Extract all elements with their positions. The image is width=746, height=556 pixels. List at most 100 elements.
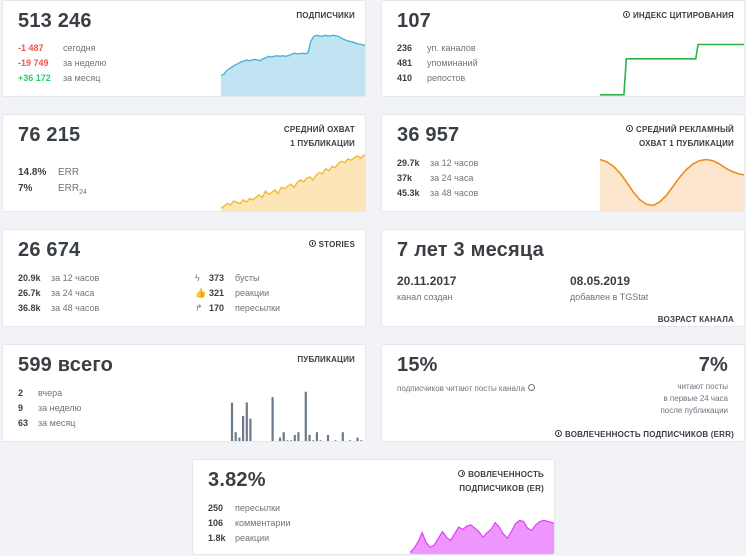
subscribers-caption: ПОДПИСЧИКИ bbox=[296, 11, 355, 20]
chart-area bbox=[600, 159, 744, 211]
info-icon[interactable] bbox=[622, 11, 630, 18]
reach-caption: СРЕДНИЙ ОХВАТ 1 ПУБЛИКАЦИИ bbox=[283, 125, 355, 148]
ad-reach-curve-chart bbox=[600, 158, 744, 211]
err-row: 14.8% ERR bbox=[18, 167, 80, 178]
publication-bar[interactable] bbox=[315, 432, 318, 442]
publication-bar[interactable] bbox=[234, 432, 237, 442]
err24-row: 7% ERR24 bbox=[18, 183, 87, 196]
engagement-err-card[interactable]: 15% подписчиков читают посты канала 7% ч… bbox=[381, 344, 745, 442]
publication-bar[interactable] bbox=[334, 440, 337, 442]
publications-card[interactable]: 599 всего ПУБЛИКАЦИИ 2 вчера 9 за неделю 6… bbox=[2, 344, 366, 442]
channel-age-caption: ВОЗРАСТ КАНАЛА bbox=[657, 315, 734, 324]
reach-area-chart bbox=[221, 154, 365, 211]
stat-row: 1.8k реакции bbox=[208, 533, 270, 543]
publication-bar[interactable] bbox=[271, 397, 274, 442]
chart-area bbox=[221, 155, 365, 211]
stat-row: 👍 321 реакции bbox=[195, 286, 269, 301]
publication-bar[interactable] bbox=[326, 434, 330, 442]
stat-row: +36 172 за месяц bbox=[18, 73, 101, 83]
stat-row: 250 пересылки bbox=[208, 503, 281, 513]
stat-row: 106 комментарии bbox=[208, 518, 291, 528]
publications-caption: ПУБЛИКАЦИИ bbox=[297, 355, 355, 364]
engagement-percent: 15% bbox=[397, 354, 438, 376]
engagement-caption: ВОВЛЕЧЕННОСТЬ ПОДПИСЧИКОВ (ERR) bbox=[554, 428, 734, 441]
stat-row: 410 репостов bbox=[397, 73, 466, 83]
publication-bar[interactable] bbox=[242, 416, 245, 442]
publication-bar[interactable] bbox=[341, 432, 344, 442]
publication-bar[interactable] bbox=[249, 418, 252, 442]
reach-value: 76 215 bbox=[18, 124, 81, 146]
channel-age-card[interactable]: 7 лет 3 месяца 20.11.2017 канал создан 0… bbox=[381, 229, 745, 327]
stat-row: 36.8k за 48 часов bbox=[18, 303, 100, 313]
citation-index: 107 bbox=[397, 10, 431, 32]
stat-row: 2 вчера bbox=[18, 388, 63, 398]
publication-bar[interactable] bbox=[286, 440, 289, 442]
subscribers-count: 513 246 bbox=[18, 10, 92, 32]
publication-bar[interactable] bbox=[308, 434, 311, 442]
stat-row: 9 за неделю bbox=[18, 403, 82, 413]
stat-row: -1 487 сегодня bbox=[18, 43, 96, 53]
stat-row: ϟ 373 бусты bbox=[195, 271, 259, 286]
info-icon[interactable] bbox=[554, 430, 562, 437]
stat-row: 236 уп. каналов bbox=[397, 43, 476, 53]
engagement-24h-percent: 7% bbox=[698, 354, 728, 376]
publication-bar[interactable] bbox=[245, 402, 248, 443]
chart-area bbox=[221, 35, 365, 96]
publication-bar[interactable] bbox=[360, 440, 363, 442]
stat-row: 29.7k за 12 часов bbox=[397, 158, 479, 168]
created-label: канал создан bbox=[397, 292, 453, 302]
citation-caption: ИНДЕКС ЦИТИРОВАНИЯ bbox=[622, 9, 734, 23]
er-card[interactable]: 3.82% ВОВЛЕЧЕННОСТЬ ПОДПИСЧИКОВ (ER) 250 п… bbox=[192, 459, 555, 555]
stories-caption: STORIES bbox=[308, 238, 355, 252]
chart-line bbox=[600, 43, 744, 96]
share-icon: ↱ bbox=[195, 303, 203, 313]
engagement-label: подписчиков читают посты канала bbox=[397, 383, 536, 395]
subscribers-area-chart bbox=[221, 34, 365, 96]
publication-bar[interactable] bbox=[349, 440, 352, 442]
publication-bar[interactable] bbox=[293, 434, 296, 442]
publications-bar-chart bbox=[230, 391, 363, 443]
publication-bar[interactable] bbox=[304, 391, 307, 442]
citation-card[interactable]: 107 ИНДЕКС ЦИТИРОВАНИЯ 236 уп. каналов 48… bbox=[381, 0, 745, 97]
bolt-icon: ϟ bbox=[195, 273, 200, 283]
ad-reach-card[interactable]: 36 957 СРЕДНИЙ РЕКЛАМНЫЙ ОХВАТ 1 ПУБЛИКАЦ… bbox=[381, 114, 745, 212]
ad-reach-caption: СРЕДНИЙ РЕКЛАМНЫЙ ОХВАТ 1 ПУБЛИКАЦИИ bbox=[625, 123, 734, 151]
reach-card[interactable]: 76 215 СРЕДНИЙ ОХВАТ 1 ПУБЛИКАЦИИ 14.8% ER… bbox=[2, 114, 366, 212]
publication-bar[interactable] bbox=[278, 437, 282, 442]
stories-card[interactable]: 26 674 STORIES 20.9k за 12 часов 26.7k за … bbox=[2, 229, 366, 327]
stat-row: ↱ 170 пересылки bbox=[195, 301, 280, 316]
added-date: 08.05.2019 bbox=[570, 274, 631, 288]
chart-line bbox=[600, 158, 744, 207]
publication-bar[interactable] bbox=[238, 437, 241, 442]
chart-line bbox=[410, 519, 554, 553]
stat-row: 45.3k за 48 часов bbox=[397, 188, 479, 198]
info-icon[interactable] bbox=[308, 240, 316, 247]
publication-bar[interactable] bbox=[319, 440, 322, 442]
stat-row: 63 за месяц bbox=[18, 418, 76, 428]
stat-row: 37k за 24 часа bbox=[397, 173, 474, 183]
info-icon[interactable] bbox=[625, 125, 633, 132]
info-icon[interactable] bbox=[458, 470, 466, 477]
publication-bar[interactable] bbox=[290, 440, 293, 442]
channel-age-value: 7 лет 3 месяца bbox=[397, 239, 544, 261]
er-value: 3.82% bbox=[208, 469, 266, 491]
chart-line bbox=[221, 34, 365, 77]
stories-value: 26 674 bbox=[18, 239, 81, 261]
engagement-24h-label: читают посты в первые 24 часа после публик… bbox=[660, 382, 728, 415]
chart-area bbox=[410, 520, 554, 554]
publication-bar[interactable] bbox=[282, 432, 285, 442]
er-caption: ВОВЛЕЧЕННОСТЬ ПОДПИСЧИКОВ (ER) bbox=[458, 470, 544, 493]
thumbs-up-icon: 👍 bbox=[195, 288, 207, 298]
ad-reach-value: 36 957 bbox=[397, 124, 460, 146]
chart-line bbox=[221, 154, 365, 209]
publication-bar[interactable] bbox=[312, 440, 315, 442]
subscribers-card[interactable]: 513 246 ПОДПИСЧИКИ -1 487 сегодня -19 749… bbox=[2, 0, 366, 97]
publication-bar[interactable] bbox=[356, 437, 359, 442]
info-icon[interactable] bbox=[528, 384, 536, 391]
created-date: 20.11.2017 bbox=[397, 274, 457, 288]
citation-step-chart bbox=[600, 43, 744, 96]
publication-bar[interactable] bbox=[297, 432, 300, 442]
added-label: добавлен в TGStat bbox=[570, 292, 649, 302]
stat-row: -19 749 за неделю bbox=[18, 58, 107, 68]
publication-bar[interactable] bbox=[230, 402, 234, 443]
